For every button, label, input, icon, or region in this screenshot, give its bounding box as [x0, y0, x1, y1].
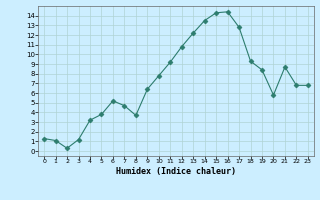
- X-axis label: Humidex (Indice chaleur): Humidex (Indice chaleur): [116, 167, 236, 176]
